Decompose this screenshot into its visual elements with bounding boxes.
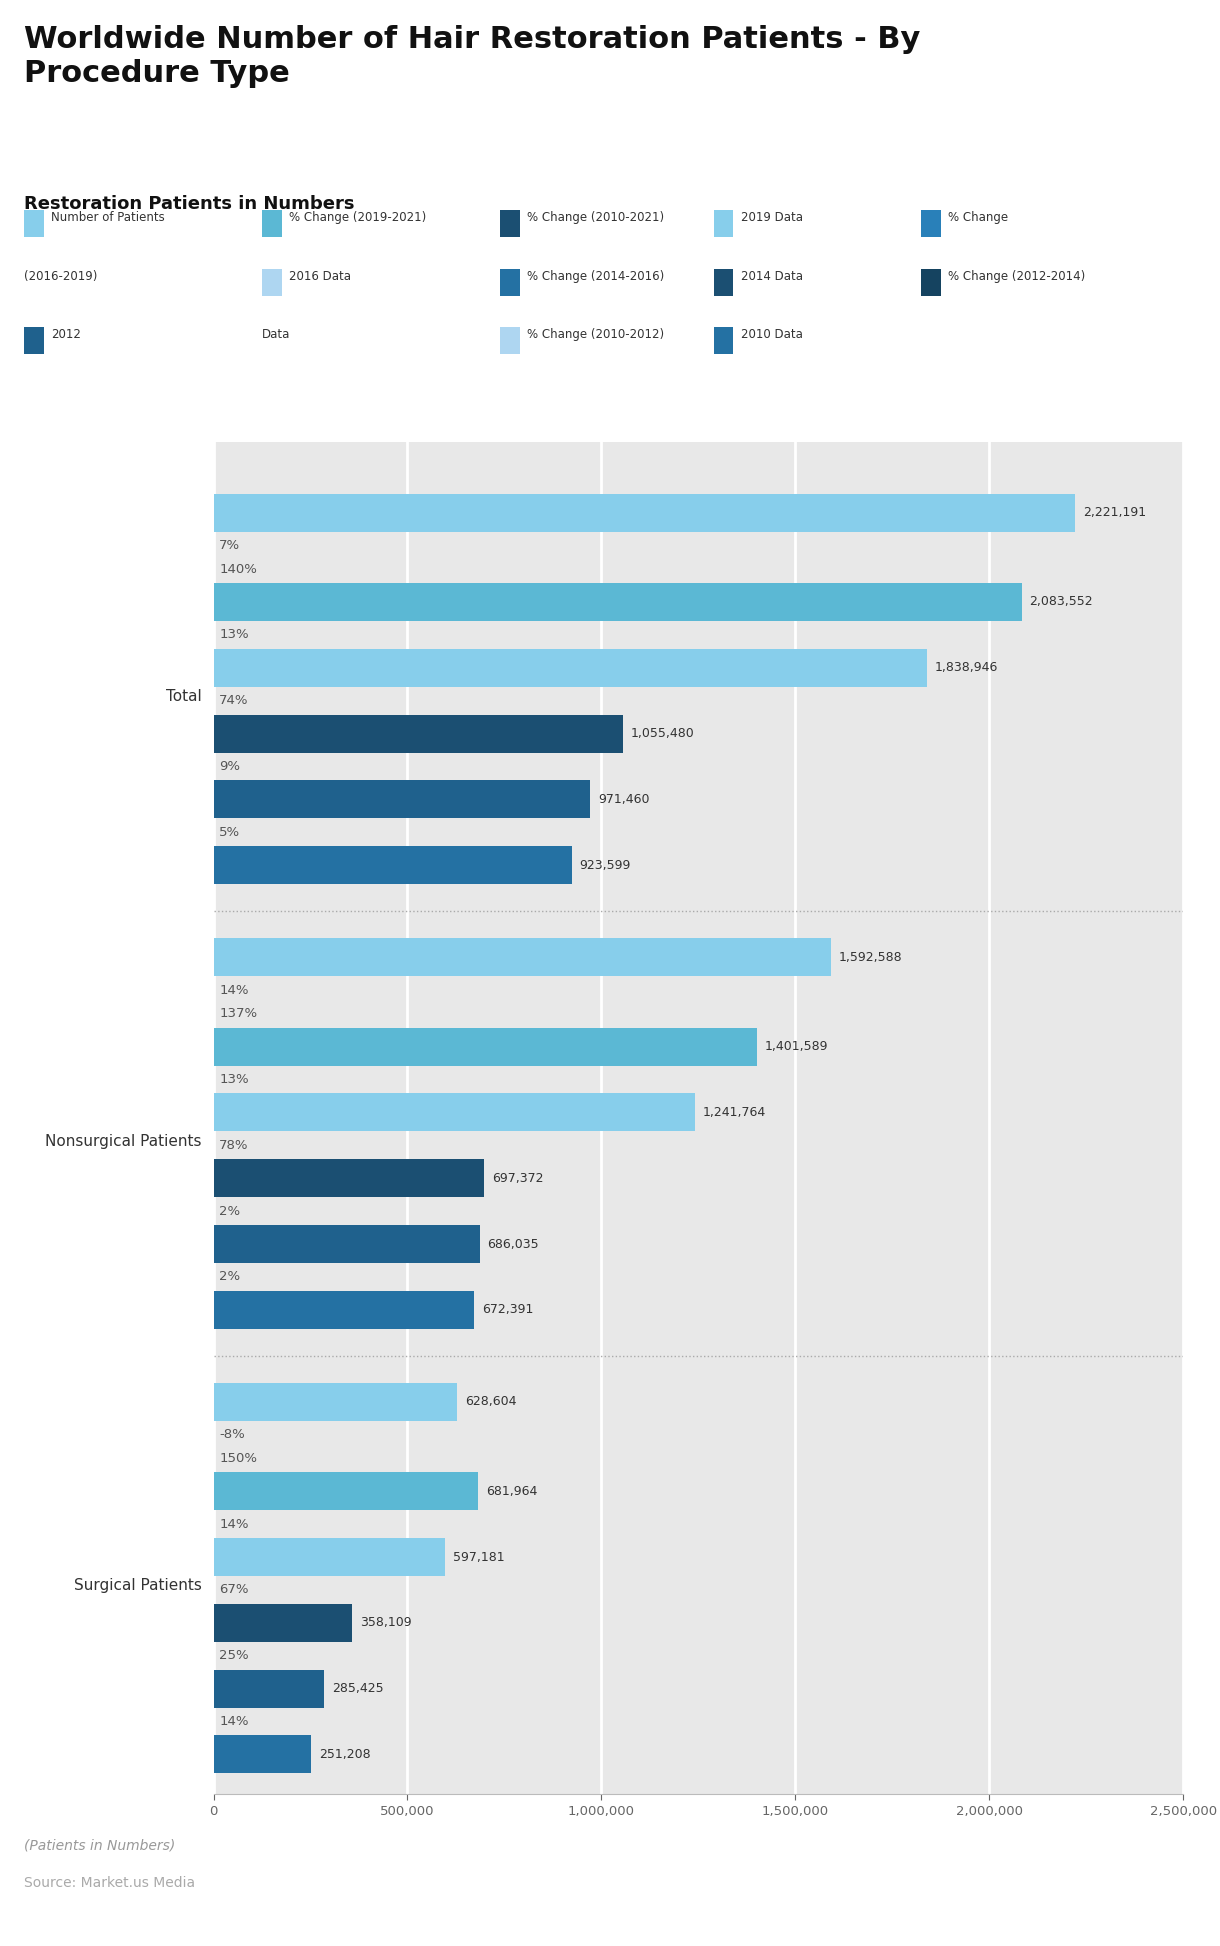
Text: 140%: 140% — [220, 562, 257, 576]
Text: Source: Market.us Media: Source: Market.us Media — [24, 1876, 195, 1890]
Bar — [214, 1094, 695, 1131]
Bar — [214, 584, 1022, 621]
Text: 285,425: 285,425 — [332, 1681, 383, 1695]
Bar — [214, 648, 927, 687]
Text: 9%: 9% — [220, 761, 240, 773]
Text: 13%: 13% — [220, 629, 249, 642]
Bar — [214, 780, 590, 819]
Text: (2016-2019): (2016-2019) — [24, 270, 98, 282]
Text: 7%: 7% — [220, 539, 240, 553]
Text: 25%: 25% — [220, 1650, 249, 1662]
Text: 2019 Data: 2019 Data — [741, 212, 803, 224]
Text: Worldwide Number of Hair Restoration Patients - By
Procedure Type: Worldwide Number of Hair Restoration Pat… — [24, 25, 921, 88]
Bar — [214, 1604, 353, 1642]
Text: 1,241,764: 1,241,764 — [703, 1105, 766, 1119]
Text: 697,372: 697,372 — [492, 1171, 543, 1185]
Text: Nonsurgical Patients: Nonsurgical Patients — [45, 1135, 201, 1148]
Text: 2,221,191: 2,221,191 — [1083, 506, 1146, 520]
Bar — [214, 1473, 478, 1510]
Text: 78%: 78% — [220, 1138, 249, 1152]
Text: 13%: 13% — [220, 1072, 249, 1086]
Text: 2012: 2012 — [51, 329, 81, 341]
Text: Total: Total — [166, 689, 201, 704]
Text: 251,208: 251,208 — [318, 1748, 371, 1761]
Text: 150%: 150% — [220, 1452, 257, 1465]
Bar — [214, 938, 831, 977]
Bar — [214, 1736, 311, 1773]
Text: % Change (2014-2016): % Change (2014-2016) — [527, 270, 664, 282]
Text: 1,055,480: 1,055,480 — [631, 728, 694, 739]
Bar — [214, 847, 572, 883]
Bar — [214, 494, 1075, 531]
Text: Restoration Patients in Numbers: Restoration Patients in Numbers — [24, 195, 355, 212]
Text: 5%: 5% — [220, 825, 240, 839]
Text: 672,391: 672,391 — [482, 1304, 533, 1315]
Text: 2%: 2% — [220, 1271, 240, 1284]
Text: 597,181: 597,181 — [453, 1551, 505, 1563]
Text: 67%: 67% — [220, 1584, 249, 1596]
Text: 681,964: 681,964 — [486, 1485, 537, 1498]
Text: (Patients in Numbers): (Patients in Numbers) — [24, 1839, 176, 1853]
Text: 14%: 14% — [220, 983, 249, 996]
Bar — [214, 1160, 484, 1197]
Text: 686,035: 686,035 — [488, 1238, 539, 1251]
Text: -8%: -8% — [220, 1428, 245, 1442]
Text: 2,083,552: 2,083,552 — [1030, 595, 1093, 609]
Text: % Change (2012-2014): % Change (2012-2014) — [948, 270, 1086, 282]
Text: 1,401,589: 1,401,589 — [765, 1039, 828, 1053]
Bar — [214, 1537, 445, 1576]
Text: % Change (2010-2012): % Change (2010-2012) — [527, 329, 664, 341]
Text: 2%: 2% — [220, 1205, 240, 1218]
Bar — [214, 1226, 479, 1263]
Text: 971,460: 971,460 — [598, 792, 649, 806]
Text: 74%: 74% — [220, 695, 249, 706]
Text: % Change (2010-2021): % Change (2010-2021) — [527, 212, 664, 224]
Text: Surgical Patients: Surgical Patients — [74, 1578, 201, 1594]
Bar — [214, 1670, 325, 1709]
Text: % Change (2019-2021): % Change (2019-2021) — [289, 212, 427, 224]
Text: 923,599: 923,599 — [580, 858, 631, 872]
Bar — [214, 1027, 758, 1066]
Text: 14%: 14% — [220, 1714, 249, 1728]
Bar — [214, 1384, 458, 1421]
Text: 2016 Data: 2016 Data — [289, 270, 351, 282]
Bar — [214, 1290, 475, 1329]
Text: 1,592,588: 1,592,588 — [839, 952, 903, 963]
Text: % Change: % Change — [948, 212, 1008, 224]
Text: 2010 Data: 2010 Data — [741, 329, 803, 341]
Text: 14%: 14% — [220, 1518, 249, 1532]
Text: 137%: 137% — [220, 1008, 257, 1020]
Text: 1,838,946: 1,838,946 — [935, 662, 998, 673]
Text: Number of Patients: Number of Patients — [51, 212, 165, 224]
Text: Data: Data — [262, 329, 290, 341]
Text: 358,109: 358,109 — [360, 1617, 412, 1629]
Text: 628,604: 628,604 — [465, 1395, 516, 1409]
Bar — [214, 714, 623, 753]
Text: 2014 Data: 2014 Data — [741, 270, 803, 282]
